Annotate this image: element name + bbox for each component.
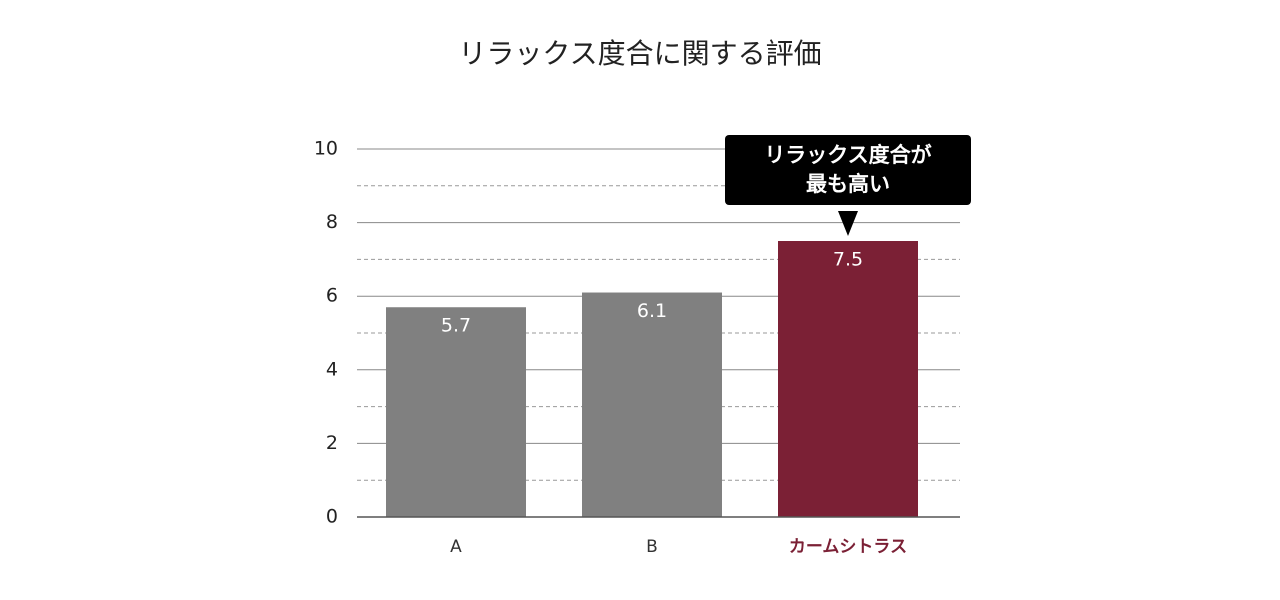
y-tick-label: 0 [326,506,338,528]
bar [582,292,722,517]
y-tick-label: 8 [326,211,338,233]
bar [386,307,526,517]
y-tick-label: 4 [326,358,338,380]
annotation-pointer [838,211,858,236]
y-tick-label: 2 [326,432,338,454]
value-label: 6.1 [637,300,667,322]
chart-title: リラックス度合に関する評価 [458,37,821,70]
x-tick-label: A [450,537,462,557]
bar [778,241,918,517]
value-label: 5.7 [441,315,471,337]
y-tick-label: 6 [326,285,338,307]
annotation: リラックス度合が 最も高い [725,135,971,205]
x-tick-label: カームシトラス [789,537,907,557]
y-tick-label: 10 [314,138,338,160]
value-label: 7.5 [833,249,863,271]
x-tick-label: B [646,537,658,557]
